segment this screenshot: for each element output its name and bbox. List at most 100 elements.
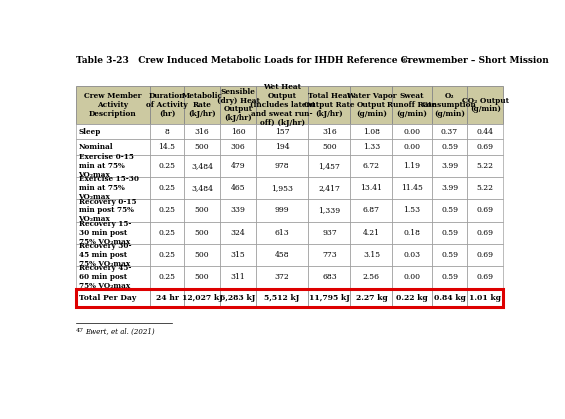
Text: 0.25: 0.25 xyxy=(159,229,176,237)
Text: 24 hr: 24 hr xyxy=(155,294,179,302)
Text: 5,512 kJ: 5,512 kJ xyxy=(264,294,300,302)
Text: 3.15: 3.15 xyxy=(363,251,380,259)
Bar xyxy=(256,244,308,266)
Bar xyxy=(467,222,503,244)
Bar xyxy=(432,266,467,289)
Text: Sensible
(dry) Heat
Output
(kJ/hr): Sensible (dry) Heat Output (kJ/hr) xyxy=(216,88,259,122)
Bar xyxy=(220,177,256,199)
Text: 6.72: 6.72 xyxy=(363,162,380,170)
Bar xyxy=(76,289,503,307)
Bar xyxy=(350,86,393,124)
Bar xyxy=(393,140,432,155)
Text: 0.25: 0.25 xyxy=(159,207,176,215)
Text: Crew Member
Activity
Description: Crew Member Activity Description xyxy=(84,92,142,118)
Bar xyxy=(150,266,184,289)
Text: 2.56: 2.56 xyxy=(363,273,380,282)
Text: Water Vapor
Output
(g/min): Water Vapor Output (g/min) xyxy=(346,92,397,118)
Text: 683: 683 xyxy=(322,273,337,282)
Bar xyxy=(184,199,220,222)
Text: 1,339: 1,339 xyxy=(318,207,341,215)
Text: 0.69: 0.69 xyxy=(477,273,494,282)
Text: Metabolic
Rate
(kJ/hr): Metabolic Rate (kJ/hr) xyxy=(182,92,223,118)
Text: 12,027 kJ: 12,027 kJ xyxy=(182,294,223,302)
Bar xyxy=(308,124,350,140)
Bar xyxy=(432,140,467,155)
Bar xyxy=(76,177,150,199)
Bar xyxy=(467,86,503,124)
Text: 0.18: 0.18 xyxy=(403,229,420,237)
Bar xyxy=(393,222,432,244)
Bar xyxy=(350,124,393,140)
Bar xyxy=(150,155,184,177)
Text: Duration
of Activity
(hr): Duration of Activity (hr) xyxy=(146,92,188,118)
Text: 1.53: 1.53 xyxy=(403,207,420,215)
Text: 773: 773 xyxy=(322,251,337,259)
Text: 6.87: 6.87 xyxy=(363,207,380,215)
Text: 500: 500 xyxy=(195,229,210,237)
Text: 458: 458 xyxy=(275,251,289,259)
Text: 1.08: 1.08 xyxy=(363,128,380,136)
Text: 372: 372 xyxy=(275,273,289,282)
Text: 0.37: 0.37 xyxy=(441,128,458,136)
Text: Sleep: Sleep xyxy=(79,128,101,136)
Text: 0.00: 0.00 xyxy=(403,143,420,151)
Text: 0.00: 0.00 xyxy=(403,128,420,136)
Text: 0.25: 0.25 xyxy=(159,184,176,192)
Text: 0.59: 0.59 xyxy=(441,207,458,215)
Bar xyxy=(432,86,467,124)
Text: 0.84 kg: 0.84 kg xyxy=(433,294,466,302)
Bar xyxy=(350,199,393,222)
Text: 3.99: 3.99 xyxy=(441,184,458,192)
Text: 6,283 kJ: 6,283 kJ xyxy=(220,294,256,302)
Text: Table 3-23   Crew Induced Metabolic Loads for IHDH Reference Crewmember – Short : Table 3-23 Crew Induced Metabolic Loads … xyxy=(76,56,549,65)
Bar xyxy=(220,222,256,244)
Text: 8: 8 xyxy=(164,128,170,136)
Text: Total Heat
Output Rate
(kJ/hr): Total Heat Output Rate (kJ/hr) xyxy=(304,92,355,118)
Text: Exercise 15-30
min at 75%
VO₂max: Exercise 15-30 min at 75% VO₂max xyxy=(79,175,138,201)
Text: 1.33: 1.33 xyxy=(363,143,380,151)
Text: Recovery 15-
30 min post
75% VO₂max: Recovery 15- 30 min post 75% VO₂max xyxy=(79,220,131,246)
Bar xyxy=(256,140,308,155)
Text: Recovery 45-
60 min post
75% VO₂max: Recovery 45- 60 min post 75% VO₂max xyxy=(79,264,131,290)
Bar xyxy=(308,222,350,244)
Bar xyxy=(184,244,220,266)
Text: 5.22: 5.22 xyxy=(477,184,494,192)
Bar xyxy=(184,140,220,155)
Bar xyxy=(432,222,467,244)
Text: 500: 500 xyxy=(195,207,210,215)
Text: 0.69: 0.69 xyxy=(477,207,494,215)
Text: 0.00: 0.00 xyxy=(403,273,420,282)
Bar xyxy=(308,140,350,155)
Bar xyxy=(308,266,350,289)
Text: Exercise 0-15
min at 75%
VO₂max: Exercise 0-15 min at 75% VO₂max xyxy=(79,153,133,179)
Text: 613: 613 xyxy=(275,229,289,237)
Bar xyxy=(308,289,350,307)
Bar xyxy=(184,124,220,140)
Text: 2.27 kg: 2.27 kg xyxy=(355,294,388,302)
Text: 465: 465 xyxy=(231,184,245,192)
Text: 937: 937 xyxy=(322,229,337,237)
Bar xyxy=(150,140,184,155)
Bar xyxy=(76,86,150,124)
Bar xyxy=(150,199,184,222)
Text: 999: 999 xyxy=(275,207,289,215)
Bar xyxy=(76,289,150,307)
Text: 0.44: 0.44 xyxy=(477,128,494,136)
Bar xyxy=(350,266,393,289)
Text: 0.03: 0.03 xyxy=(403,251,420,259)
Bar xyxy=(220,199,256,222)
Text: 500: 500 xyxy=(195,273,210,282)
Text: 3.99: 3.99 xyxy=(441,162,458,170)
Text: 324: 324 xyxy=(231,229,245,237)
Text: 311: 311 xyxy=(231,273,245,282)
Text: O₂
Consumption
(g/min): O₂ Consumption (g/min) xyxy=(422,92,477,118)
Bar xyxy=(467,140,503,155)
Bar xyxy=(350,289,393,307)
Text: Ewert, et al. (2021): Ewert, et al. (2021) xyxy=(85,328,155,336)
Bar xyxy=(308,155,350,177)
Bar xyxy=(150,244,184,266)
Bar xyxy=(393,155,432,177)
Bar xyxy=(184,155,220,177)
Text: Total Per Day: Total Per Day xyxy=(79,294,136,302)
Bar xyxy=(184,266,220,289)
